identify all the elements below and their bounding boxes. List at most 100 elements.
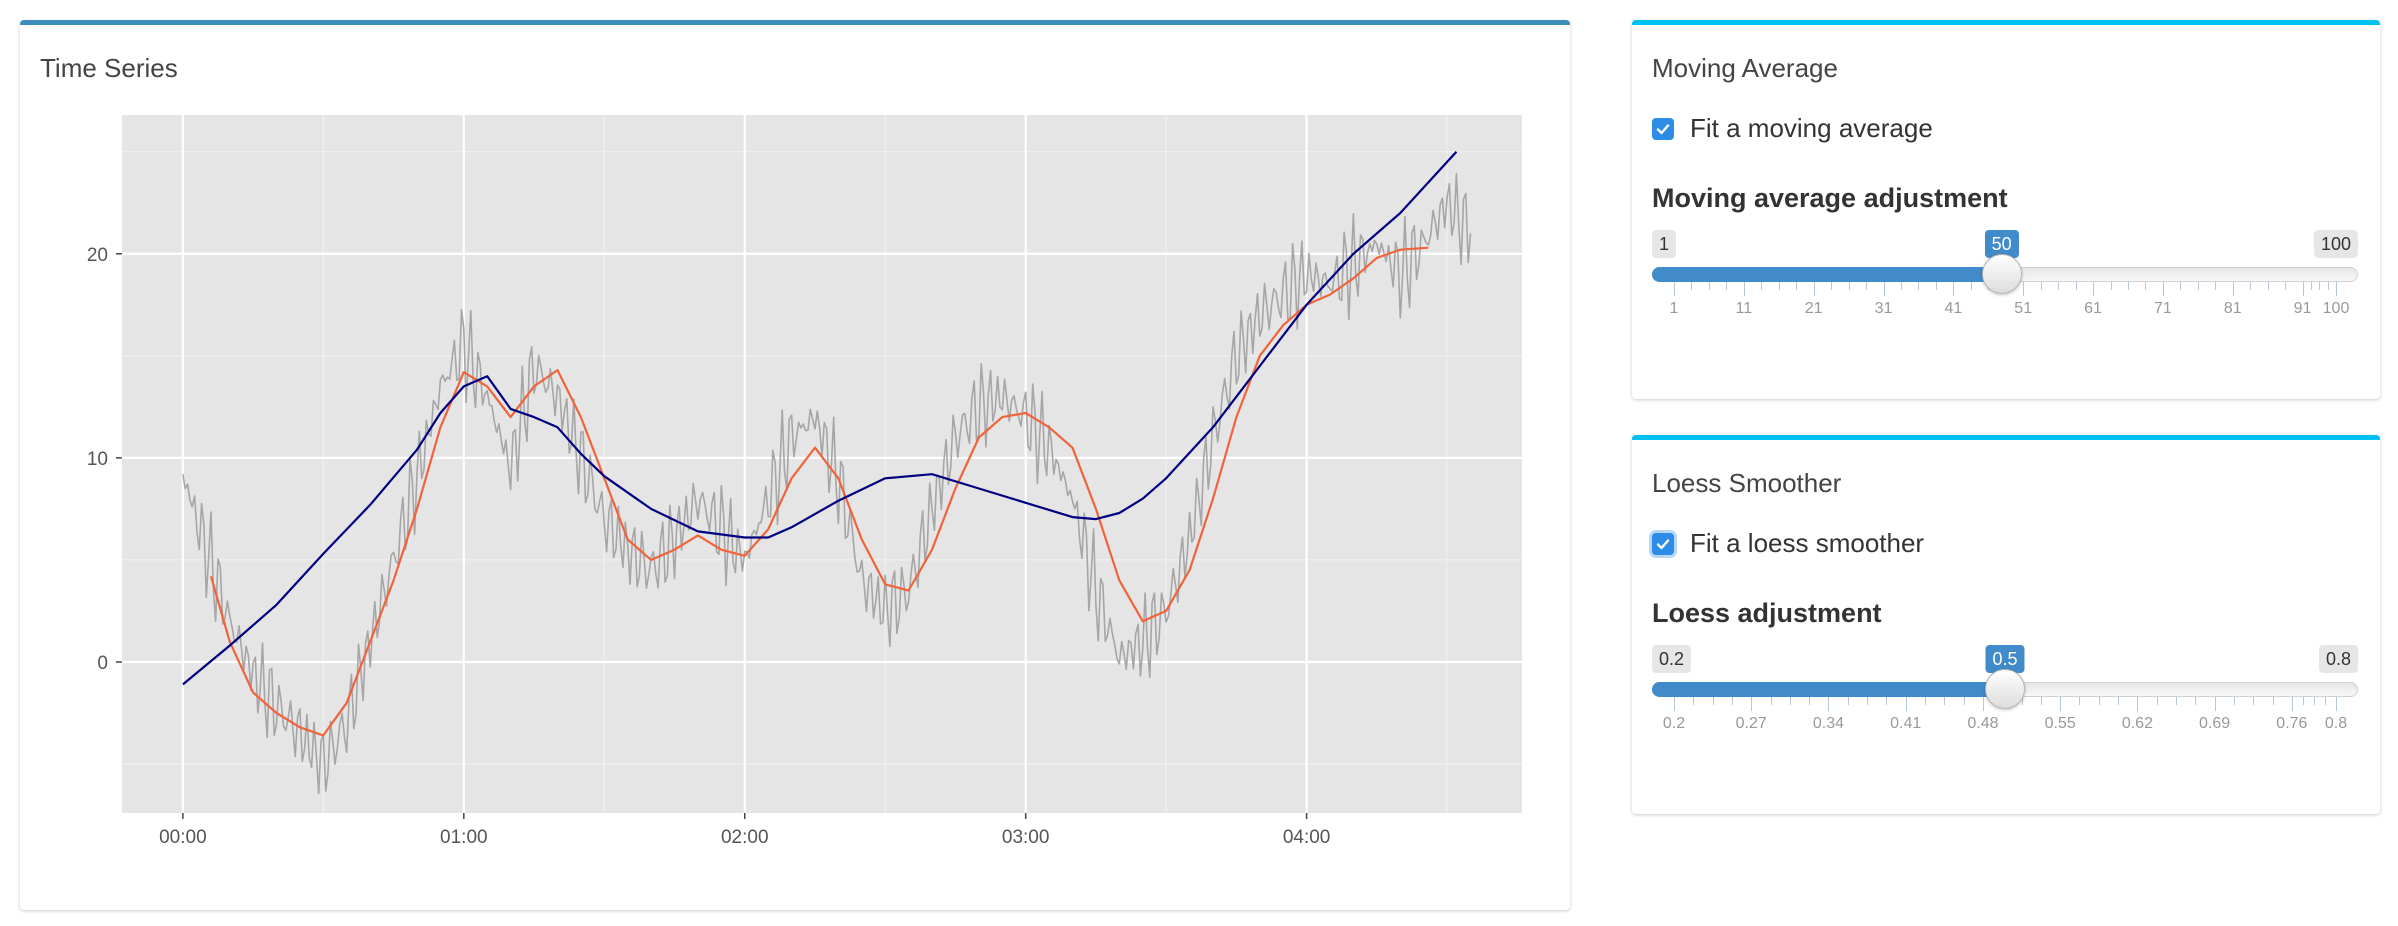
slider-major-tick	[2023, 282, 2025, 296]
slider-minor-tick	[2324, 697, 2326, 705]
slider-tick-label: 0.48	[1967, 715, 1999, 732]
slider-tick-label: 0.2	[1662, 715, 1686, 732]
slider-minor-tick	[1848, 282, 1850, 290]
slider-tick-label: 0.76	[2276, 715, 2308, 732]
slider-minor-tick	[1789, 697, 1791, 705]
loess-slider-label: Loess adjustment	[1652, 598, 1882, 628]
slider-tick-label: 11	[1735, 300, 1753, 317]
moving-average-slider[interactable]: 1 100 50 1 11 21 31 41 51 61 71 81 91 100	[1652, 230, 2358, 340]
slider-minor-tick	[2040, 282, 2042, 290]
raw-series-line	[182, 172, 1472, 795]
slider-minor-tick	[2127, 282, 2129, 290]
slider-minor-tick	[1925, 697, 1926, 705]
time-series-chart: 0 10 20 00:00 01:00 02:00 03:00 04:00	[87, 115, 1522, 848]
slider-major-tick	[1674, 697, 1675, 711]
slider-major-tick	[2093, 282, 2095, 296]
slider-minor-tick	[2180, 282, 2182, 290]
slider-tick-label: 41	[1944, 300, 1963, 317]
x-tick-label: 04:00	[1283, 827, 1331, 848]
slider-min-label: 0.2	[1652, 645, 1692, 673]
loess-line	[182, 150, 1458, 686]
loess-checkbox[interactable]	[1652, 532, 1674, 555]
moving-average-title: Moving Average	[1652, 53, 1838, 83]
slider-value-label: 0.5	[1985, 645, 2025, 673]
slider-minor-tick	[1809, 697, 1811, 705]
checkmark-icon	[1656, 123, 1670, 134]
slider-minor-tick	[2313, 697, 2315, 705]
slider-minor-tick	[2302, 697, 2304, 705]
moving-average-line	[209, 246, 1429, 737]
slider-minor-tick	[2250, 282, 2252, 290]
slider-major-tick	[2162, 282, 2164, 296]
slider-minor-tick	[2145, 282, 2147, 290]
slider-minor-tick	[1778, 282, 1780, 290]
moving-average-checkbox[interactable]	[1652, 117, 1674, 140]
checkmark-icon	[1656, 538, 1670, 549]
slider-fill	[1652, 267, 2002, 282]
slider-minor-tick	[1731, 697, 1733, 705]
slider-tick-label: 71	[2153, 300, 2172, 317]
slider-minor-tick	[1944, 697, 1946, 705]
slider-tick-label: 31	[1874, 300, 1893, 317]
moving-average-checkbox-row[interactable]: Fit a moving average	[1652, 113, 1933, 144]
slider-minor-tick	[2176, 697, 2178, 705]
slider-major-tick	[1883, 282, 1885, 296]
slider-minor-tick	[2118, 697, 2120, 705]
slider-minor-tick	[2233, 697, 2235, 705]
slider-tick-label: 0.69	[2199, 715, 2231, 732]
slider-grid: 1 11 21 31 41 51 61 71 81 91 100	[1652, 282, 2358, 322]
slider-major-tick	[2232, 282, 2234, 296]
slider-tick-label: 0.34	[1812, 715, 1845, 732]
slider-minor-tick	[1918, 282, 1920, 290]
slider-minor-tick	[2021, 697, 2023, 705]
slider-tick-label: 61	[2084, 300, 2102, 317]
slider-minor-tick	[2195, 697, 2197, 705]
slider-minor-tick	[1900, 282, 1902, 290]
slider-min-label: 1	[1652, 230, 1677, 258]
x-tick-label: 03:00	[1002, 827, 1050, 848]
slider-major-tick	[1982, 697, 1984, 711]
moving-average-slider-label: Moving average adjustment	[1652, 183, 2008, 213]
slider-handle[interactable]	[1981, 254, 2022, 294]
moving-average-checkbox-label[interactable]: Fit a moving average	[1690, 113, 1933, 143]
x-tick-label: 00:00	[159, 827, 207, 848]
slider-minor-tick	[1847, 697, 1849, 705]
slider-tick-label: 100	[2322, 300, 2350, 317]
slider-minor-tick	[2253, 697, 2255, 705]
slider-handle[interactable]	[1985, 669, 2025, 709]
plot-panel	[122, 115, 1522, 813]
loess-smoother-title: Loess Smoother	[1652, 468, 1842, 498]
slider-major-tick	[1743, 282, 1745, 296]
loess-smoother-box: Loess Smoother Fit a loess smoother Loes…	[1632, 435, 2380, 814]
slider-minor-tick	[2079, 697, 2081, 705]
y-tick-label: 10	[87, 449, 108, 470]
loess-checkbox-row[interactable]: Fit a loess smoother	[1652, 528, 1924, 559]
slider-major-tick	[2060, 697, 2062, 711]
slider-value-label: 50	[1984, 230, 2019, 258]
slider-minor-tick	[1770, 697, 1772, 705]
slider-minor-tick	[1886, 697, 1888, 705]
moving-average-box: Moving Average Fit a moving average Movi…	[1632, 20, 2380, 399]
slider-minor-tick	[1935, 282, 1937, 290]
slider-major-tick	[2291, 697, 2293, 711]
slider-major-tick	[2214, 697, 2216, 711]
slider-major-tick	[1674, 282, 1675, 296]
slider-major-tick	[1751, 697, 1753, 711]
loess-slider[interactable]: 0.2 0.8 0.5 0.2 0.27 0.34 0.41 0.48 0.55 0.62 0…	[1652, 645, 2358, 755]
slider-minor-tick	[2040, 697, 2042, 705]
time-series-box: Time Series 0 10 20 00:00 01:00 02:00 03:00 04:…	[20, 20, 1570, 910]
slider-tick-label: 1	[1669, 300, 1679, 317]
slider-tick-label: 0.41	[1890, 715, 1922, 732]
x-tick-label: 02:00	[721, 827, 769, 848]
slider-tick-label: 0.27	[1735, 715, 1767, 732]
slider-minor-tick	[1726, 282, 1728, 290]
slider-minor-tick	[1708, 282, 1710, 290]
y-tick-label: 20	[87, 245, 108, 266]
slider-tick-label: 0.55	[2044, 715, 2076, 732]
slider-minor-tick	[1970, 282, 1972, 290]
slider-minor-tick	[2098, 697, 2100, 705]
slider-minor-tick	[2327, 282, 2329, 290]
loess-checkbox-label[interactable]: Fit a loess smoother	[1690, 528, 1925, 558]
slider-minor-tick	[2285, 282, 2287, 290]
slider-minor-tick	[1831, 282, 1833, 290]
